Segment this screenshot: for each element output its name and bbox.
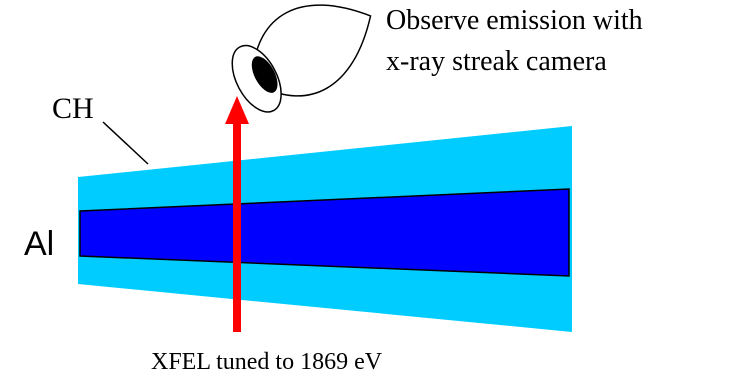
xfel-beam-head [225, 96, 249, 124]
camera-cone-body [252, 4, 372, 97]
ch-leader-line [102, 121, 149, 165]
xfel-label: XFEL tuned to 1869 eV [151, 349, 383, 375]
xfel-beam-shaft [233, 120, 241, 332]
al-label: Al [24, 225, 54, 263]
al-layer [79, 188, 570, 277]
streak-camera-icon [231, 4, 372, 113]
ch-label: CH [52, 92, 94, 125]
xfel-beam-arrow [225, 96, 249, 332]
camera-aperture-lens [251, 56, 278, 93]
observe-label-line2: x-ray streak camera [386, 46, 607, 77]
observe-label-line1: Observe emission with [386, 5, 643, 36]
